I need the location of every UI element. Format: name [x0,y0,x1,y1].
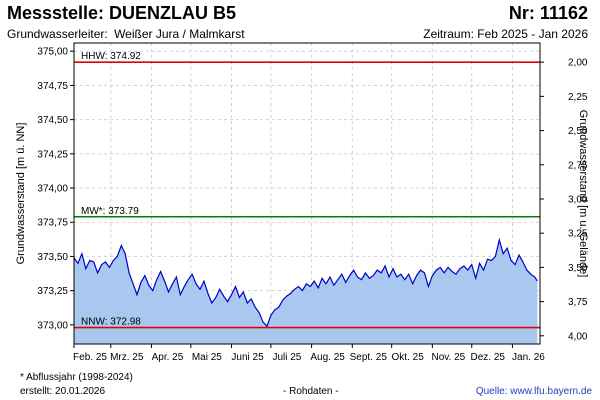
y-right-tick-label: 2,50 [568,126,588,137]
created-date: erstellt: 20.01.2026 [20,386,106,397]
x-tick-label: Mrz. 25 [110,352,144,363]
series-area [74,240,538,344]
y-tick-label: 374,25 [37,149,68,160]
y-axis-title: Grundwasserstand [m ü. NN] [15,123,27,265]
reference-label: MW*: 373.79 [81,206,139,217]
y-tick-label: 374,00 [37,184,68,195]
x-tick-label: Dez. 25 [471,352,506,363]
y-tick-label: 373,00 [37,320,68,331]
x-tick-label: Juni 25 [231,352,264,363]
y-right-tick-label: 2,75 [568,160,588,171]
plot-frame [73,42,541,345]
y-tick-label: 373,50 [37,252,68,263]
series-line [73,237,538,328]
x-tick-label: Mai 25 [192,352,222,363]
y-right-tick-label: 3,50 [568,263,588,274]
x-tick-label: Jan. 26 [512,352,545,363]
x-tick-label: Nov. 25 [431,352,465,363]
x-tick-label: Okt. 25 [392,352,425,363]
y-right-tick-label: 3,00 [568,194,588,205]
reference-label: NNW: 372.98 [81,317,141,328]
y-right-tick-label: 4,00 [568,331,588,342]
y-tick-label: 373,25 [37,286,68,297]
y-right-tick-label: 3,25 [568,229,588,240]
y-tick-label: 375,00 [37,47,68,58]
y-right-tick-label: 3,75 [568,297,588,308]
x-tick-label: Sept. 25 [350,352,388,363]
y-right-axis-title: Grundwasserstand [m u. Gelände] [577,110,589,278]
station-number: Nr: 11162 [508,3,588,23]
y-tick-label: 374,50 [37,115,68,126]
y-right-tick-label: 2,25 [568,92,588,103]
aquifer-value: Weißer Jura / Malmkarst [114,27,245,41]
y-tick-label: 374,75 [37,81,68,92]
y-right-tick-label: 2,00 [568,58,588,69]
aquifer-label: Grundwasserleiter: [7,27,108,41]
page-title: Messstelle: DUENZLAU B5 [7,3,237,23]
footnote: * Abflussjahr (1998-2024) [20,372,133,383]
source-link[interactable]: Quelle: www.lfu.bayern.de [475,386,592,397]
aquifer-info: Grundwasserleiter: Weißer Jura / Malmkar… [7,27,245,41]
raw-data-label: - Rohdaten - [283,386,339,397]
reference-label: HHW: 374.92 [81,51,141,62]
y-tick-label: 373,75 [37,218,68,229]
x-tick-label: Aug. 25 [310,352,345,363]
x-tick-label: Feb. 25 [73,352,107,363]
x-tick-label: Juli 25 [272,352,301,363]
period-label: Zeitraum: Feb 2025 - Jan 2026 [423,27,588,41]
x-tick-label: Apr. 25 [152,352,184,363]
